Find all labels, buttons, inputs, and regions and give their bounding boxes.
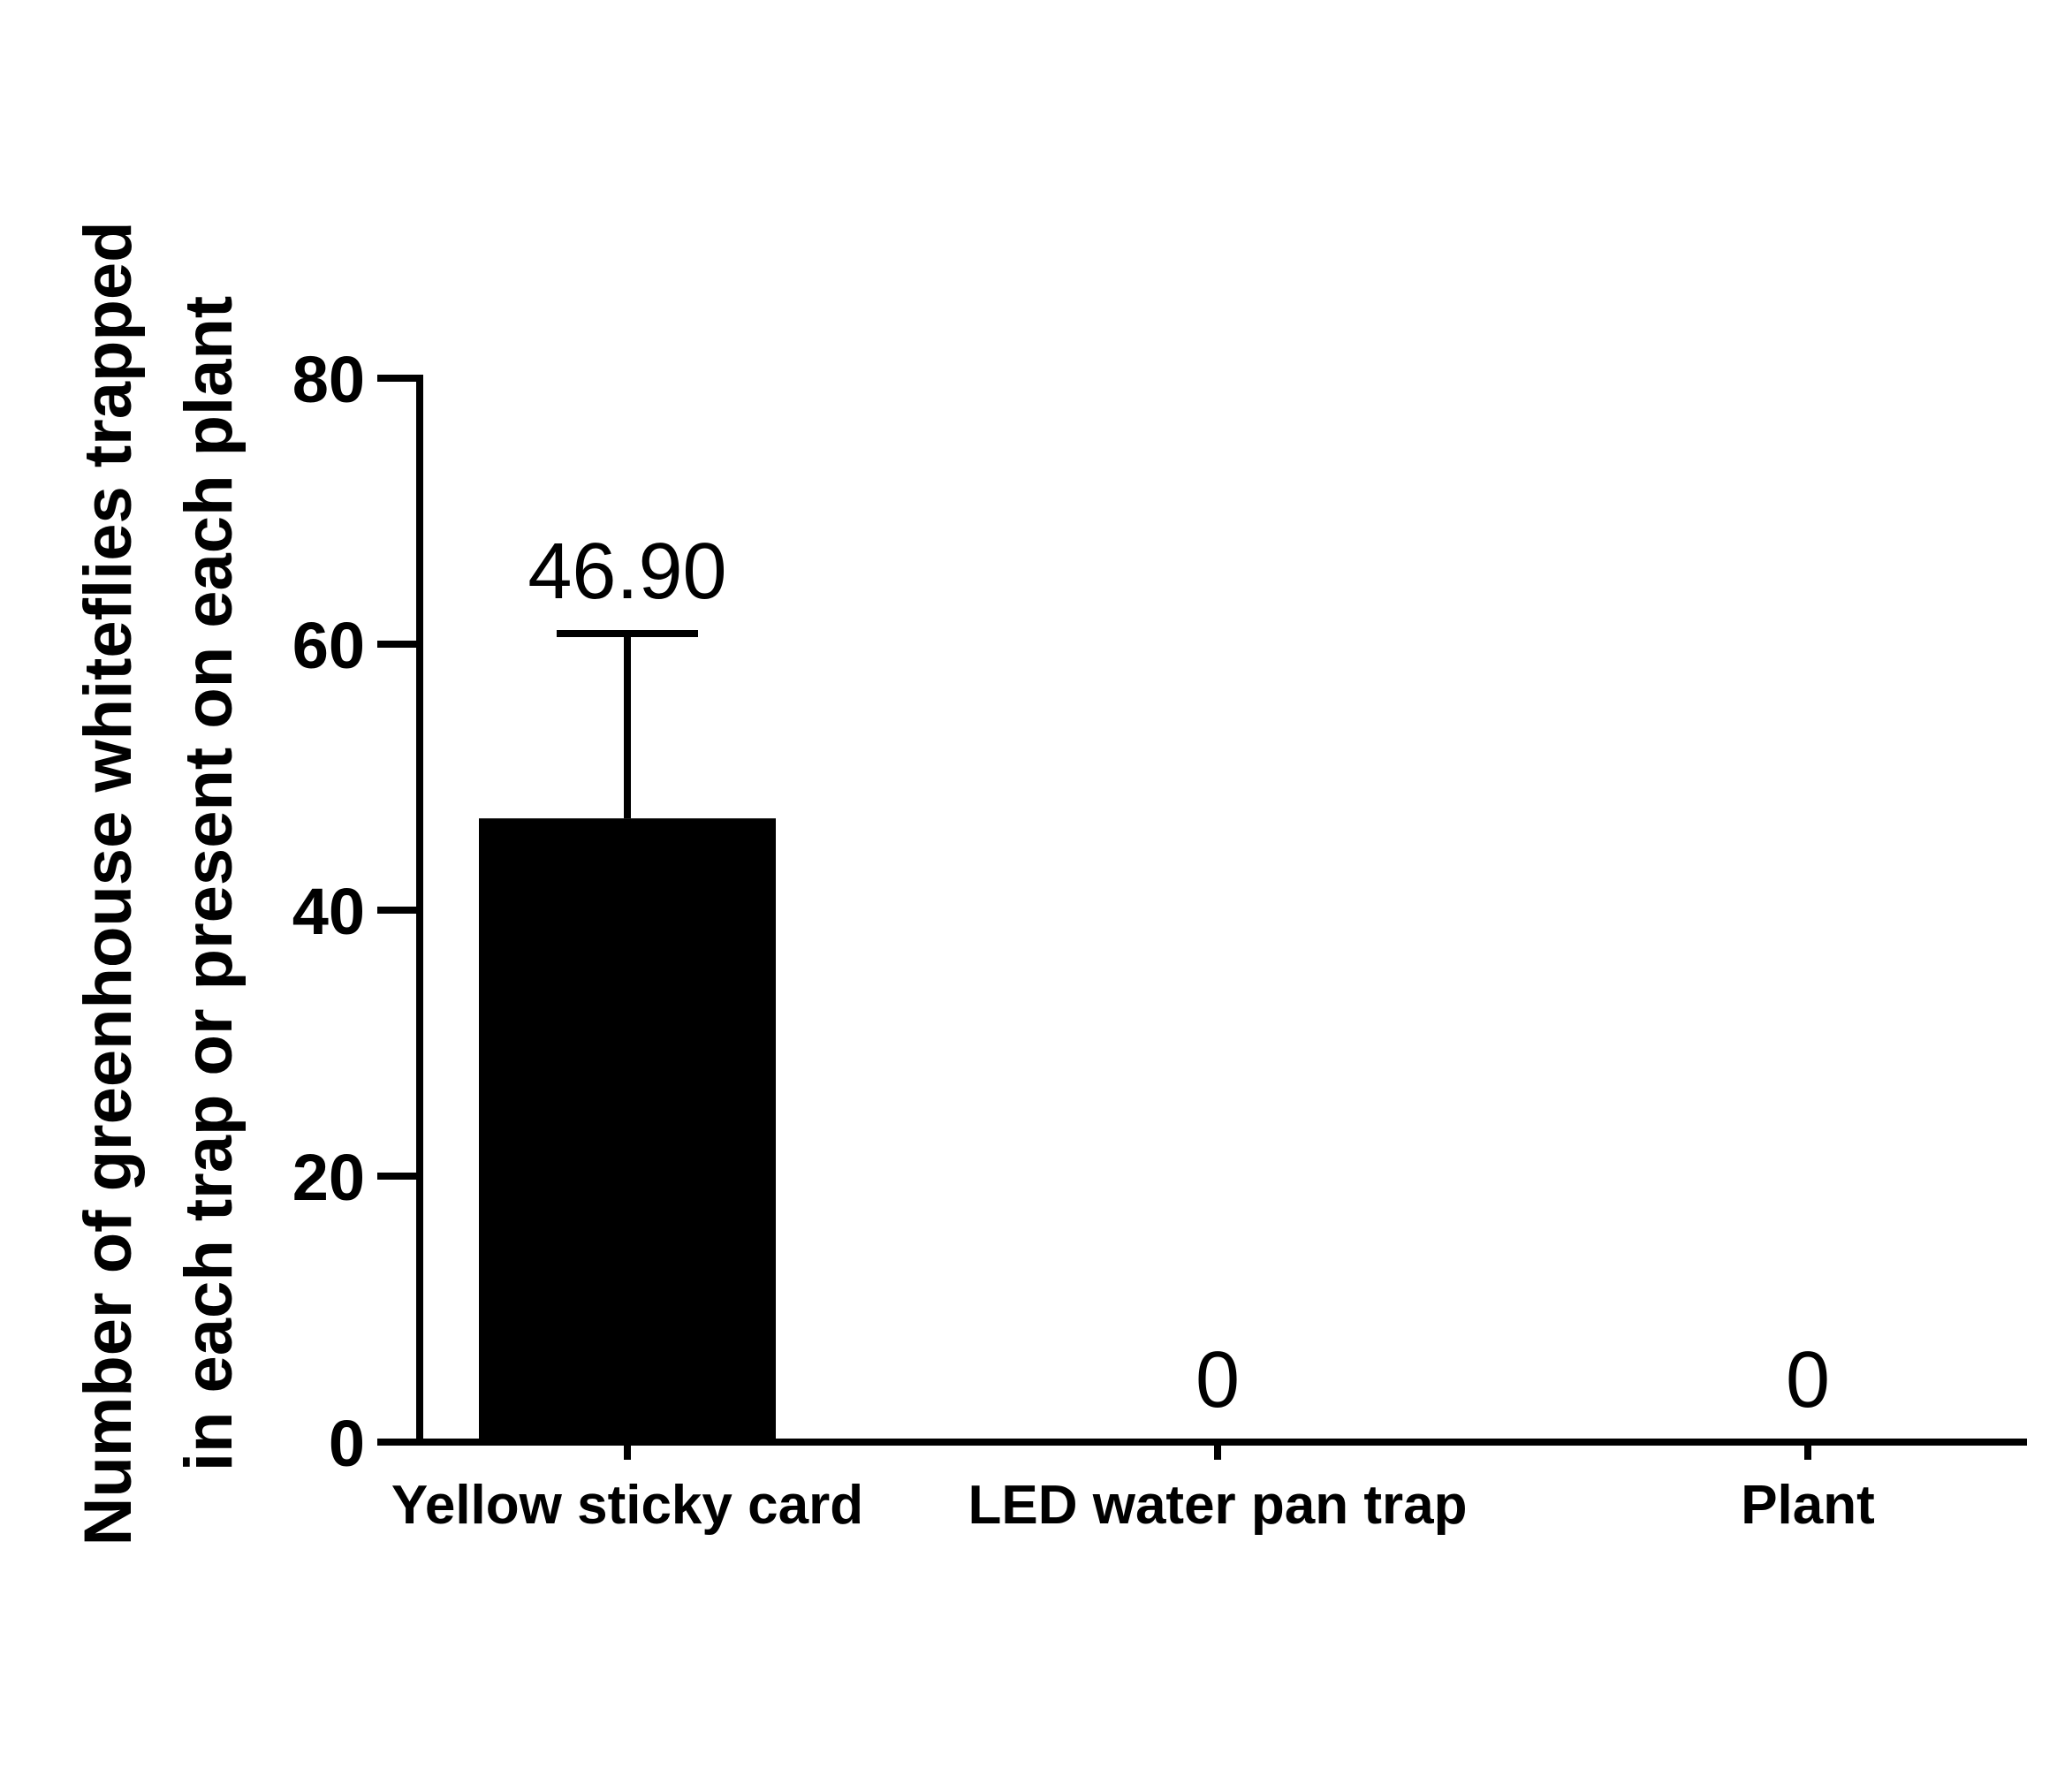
x-axis-ticks: Yellow sticky card LED water pan trap Plan… (391, 1442, 1875, 1536)
bar-yellow-sticky-card (479, 818, 776, 1442)
data-label: 0 (1195, 1336, 1240, 1424)
y-axis-title-line: Number of greenhouse whiteflies trapped (71, 221, 146, 1545)
x-tick-label: Yellow sticky card (391, 1475, 863, 1536)
data-label: 46.90 (528, 528, 726, 616)
y-tick-label: 60 (292, 609, 365, 682)
x-tick-label: Plant (1741, 1475, 1875, 1536)
x-tick-label: LED water pan trap (968, 1475, 1468, 1536)
y-axis-title-line: in each trap or present on each plant (171, 296, 247, 1471)
bars (479, 818, 776, 1442)
y-tick-label: 20 (292, 1141, 365, 1214)
y-tick-label: 40 (292, 875, 365, 948)
y-tick-label: 80 (292, 343, 365, 416)
data-labels: 46.90 0 0 (528, 528, 1830, 1424)
error-bars (557, 629, 698, 819)
y-tick-label: 0 (329, 1407, 365, 1480)
y-axis-title: Number of greenhouse whiteflies trapped i… (71, 221, 247, 1545)
data-label: 0 (1786, 1336, 1830, 1424)
y-axis-ticks: 0 20 40 60 80 (292, 343, 420, 1480)
